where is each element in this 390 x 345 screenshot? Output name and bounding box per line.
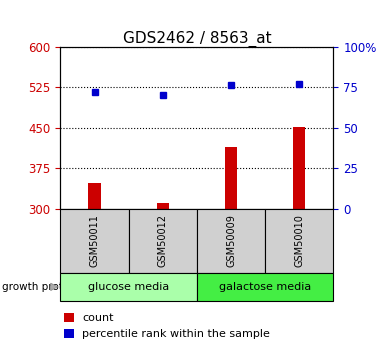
Text: GSM50012: GSM50012 bbox=[158, 214, 168, 267]
Bar bbox=[89, 183, 101, 209]
Text: percentile rank within the sample: percentile rank within the sample bbox=[82, 329, 270, 339]
Text: GSM50010: GSM50010 bbox=[294, 214, 304, 267]
Text: GSM50011: GSM50011 bbox=[90, 214, 99, 267]
Text: galactose media: galactose media bbox=[219, 282, 311, 292]
Bar bbox=[293, 127, 305, 209]
Bar bbox=[157, 203, 169, 209]
Text: count: count bbox=[82, 313, 113, 323]
Title: GDS2462 / 8563_at: GDS2462 / 8563_at bbox=[122, 30, 271, 47]
Text: GSM50009: GSM50009 bbox=[226, 214, 236, 267]
Text: glucose media: glucose media bbox=[88, 282, 169, 292]
Bar bbox=[225, 147, 237, 209]
Text: growth protocol: growth protocol bbox=[2, 282, 84, 292]
